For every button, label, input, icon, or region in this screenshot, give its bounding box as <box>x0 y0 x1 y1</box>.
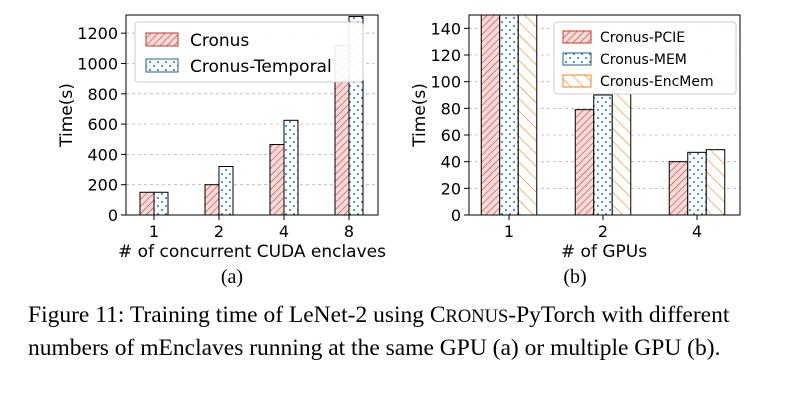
figure-caption: Figure 11: Training time of LeNet-2 usin… <box>28 300 768 364</box>
b-bar-cronus-encmem-2 <box>611 89 632 216</box>
b-y-tick-label: 100 <box>430 73 461 92</box>
a-y-tick-label: 1200 <box>77 24 118 43</box>
b-y-tick-label: 20 <box>441 179 461 198</box>
legend-label-cronus-mem: Cronus-MEM <box>600 52 687 68</box>
a-y-tick-label: 800 <box>87 85 118 104</box>
panel-a-axes-frame <box>125 14 379 216</box>
b-bar-cronus-encmem-1 <box>517 14 538 216</box>
a-x-tick-label: 8 <box>344 222 354 241</box>
panel-b-chart: 0 20 40 60 80 100 120 140 1 2 4 Time(s) # of GPUs… <box>410 14 741 288</box>
b-x-tick-label: 1 <box>504 222 514 241</box>
a-y-tick-label: 600 <box>87 115 118 134</box>
a-bar-cronus-4 <box>269 144 285 216</box>
a-bar-cronus-1 <box>139 191 155 216</box>
a-bar-cronus-temporal-1 <box>153 191 169 216</box>
b-y-tick-label: 120 <box>430 46 461 65</box>
a-x-tick-label: 1 <box>149 222 159 241</box>
caption-tail: -PyTorch with different numbers of mEncl… <box>28 302 730 361</box>
panel-a-x-ticks: 1 2 4 8 <box>149 215 354 241</box>
panel-a-legend: Cronus Cronus-Temporal <box>134 21 364 83</box>
b-bar-cronus-mem-2 <box>593 94 613 216</box>
panel-b-bars <box>480 14 726 216</box>
a-y-tick-label: 400 <box>87 145 118 164</box>
caption-lead: Figure 11: Training time of LeNet-2 usin… <box>28 302 446 328</box>
panel-a-y-ticks: 0 200 400 600 800 1000 1200 <box>77 24 126 225</box>
a-x-tick-label: 4 <box>279 222 289 241</box>
panel-b-axes-frame <box>468 14 741 216</box>
legend-label-cronus-encmem: Cronus-EncMem <box>600 74 714 90</box>
legend-label-cronus-temporal: Cronus-Temporal <box>190 57 332 77</box>
b-y-tick-label: 60 <box>441 126 461 145</box>
legend-swatch-cronus-temporal <box>145 58 179 73</box>
b-bar-cronus-pcie-1 <box>480 14 501 216</box>
a-y-tick-label: 1000 <box>77 54 118 73</box>
b-bar-cronus-mem-1 <box>499 14 519 216</box>
b-x-tick-label: 4 <box>692 222 702 241</box>
a-y-tick-label: 0 <box>108 206 118 225</box>
a-bar-cronus-temporal-2 <box>218 166 234 216</box>
b-x-tick-label: 2 <box>598 222 608 241</box>
legend-label-cronus: Cronus <box>190 31 249 51</box>
panel-b-y-axis-label: Time(s) <box>410 83 430 148</box>
panel-b-legend-box <box>553 21 737 95</box>
panel-a-y-axis-label: Time(s) <box>57 83 77 148</box>
b-y-tick-label: 40 <box>441 153 461 172</box>
legend-label-cronus-pcie: Cronus-PCIE <box>600 30 685 46</box>
a-bar-cronus-temporal-4 <box>283 119 299 216</box>
panel-a-chart: 0 200 400 600 800 1000 1200 1 2 4 8 Time(s) # of … <box>57 14 386 288</box>
b-y-tick-label: 0 <box>451 206 461 225</box>
panel-b-x-ticks: 1 2 4 <box>504 215 702 241</box>
panel-b-legend: Cronus-PCIE Cronus-MEM Cronus-EncMem <box>553 21 737 95</box>
a-bar-cronus-2 <box>204 184 220 216</box>
panel-b-y-ticks: 0 20 40 60 80 100 120 140 <box>430 19 469 225</box>
legend-swatch-cronus-encmem <box>562 74 592 88</box>
panel-b-x-axis-label: # of GPUs <box>561 242 647 262</box>
legend-swatch-cronus-pcie <box>562 30 592 44</box>
b-y-tick-label: 80 <box>441 99 461 118</box>
panel-a-x-axis-label: # of concurrent CUDA enclaves <box>118 242 386 262</box>
panel-b-sub-label: (b) <box>563 266 586 288</box>
b-bar-cronus-pcie-4 <box>668 161 689 216</box>
a-y-tick-label: 200 <box>87 176 118 195</box>
caption-smallcaps: RONUS <box>445 307 509 327</box>
panel-a-legend-box <box>134 21 364 83</box>
a-x-tick-label: 2 <box>214 222 224 241</box>
b-bar-cronus-mem-4 <box>687 151 707 216</box>
b-bar-cronus-encmem-4 <box>705 149 726 216</box>
panel-a-sub-label: (a) <box>221 266 243 288</box>
legend-swatch-cronus-mem <box>562 52 592 66</box>
legend-swatch-cronus <box>145 32 179 47</box>
b-y-tick-label: 140 <box>430 19 461 38</box>
b-bar-cronus-pcie-2 <box>574 109 595 216</box>
